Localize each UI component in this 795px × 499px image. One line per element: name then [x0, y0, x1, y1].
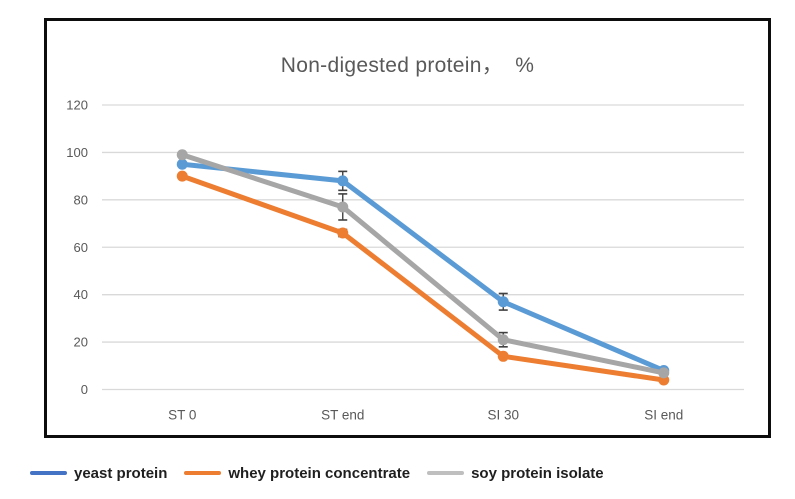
x-tick-label: SI 30	[487, 408, 519, 423]
x-tick-label: ST end	[321, 408, 364, 423]
x-tick-label: ST 0	[168, 408, 196, 423]
data-point	[497, 350, 509, 362]
series-1	[176, 170, 670, 386]
line-plot: 0 20 40 60 80 100 120 ST 0 ST end SI 30 SI end	[66, 98, 744, 423]
data-point	[337, 175, 349, 187]
data-point	[658, 367, 670, 379]
y-tick-label: 80	[74, 192, 88, 207]
legend: yeast protein whey protein concentrate soy…	[30, 462, 604, 484]
legend-item-2: soy protein isolate	[427, 465, 604, 482]
data-point	[176, 158, 188, 170]
y-tick-label: 60	[74, 240, 88, 255]
chart-box: Non-digested protein， % 0 20 40 60 80 100 120 S…	[44, 18, 771, 438]
y-tick-label: 40	[74, 287, 88, 302]
data-point	[337, 227, 349, 239]
y-tick-label: 120	[66, 98, 88, 113]
y-tick-label: 20	[74, 335, 88, 350]
data-point	[497, 334, 509, 346]
y-tick-label: 100	[66, 145, 88, 160]
data-point	[337, 201, 349, 213]
legend-label: whey protein concentrate	[228, 464, 411, 482]
chart-title: Non-digested protein， %	[280, 54, 535, 77]
series-line	[179, 173, 667, 383]
series-2	[176, 149, 670, 379]
legend-label: soy protein isolate	[471, 464, 604, 482]
series-line	[179, 152, 667, 376]
x-tick-label: SI end	[644, 408, 683, 423]
data-point	[497, 296, 509, 308]
legend-label: yeast protein	[74, 464, 168, 482]
data-point	[176, 170, 188, 182]
y-tick-label: 0	[81, 382, 88, 397]
legend-swatch	[30, 471, 67, 475]
series-line	[179, 161, 667, 374]
legend-item-1: whey protein concentrate	[184, 465, 410, 482]
legend-swatch	[184, 471, 222, 475]
series-0	[176, 158, 670, 377]
legend-swatch	[427, 471, 465, 475]
data-point	[176, 149, 188, 161]
legend-item-0: yeast protein	[30, 465, 167, 482]
